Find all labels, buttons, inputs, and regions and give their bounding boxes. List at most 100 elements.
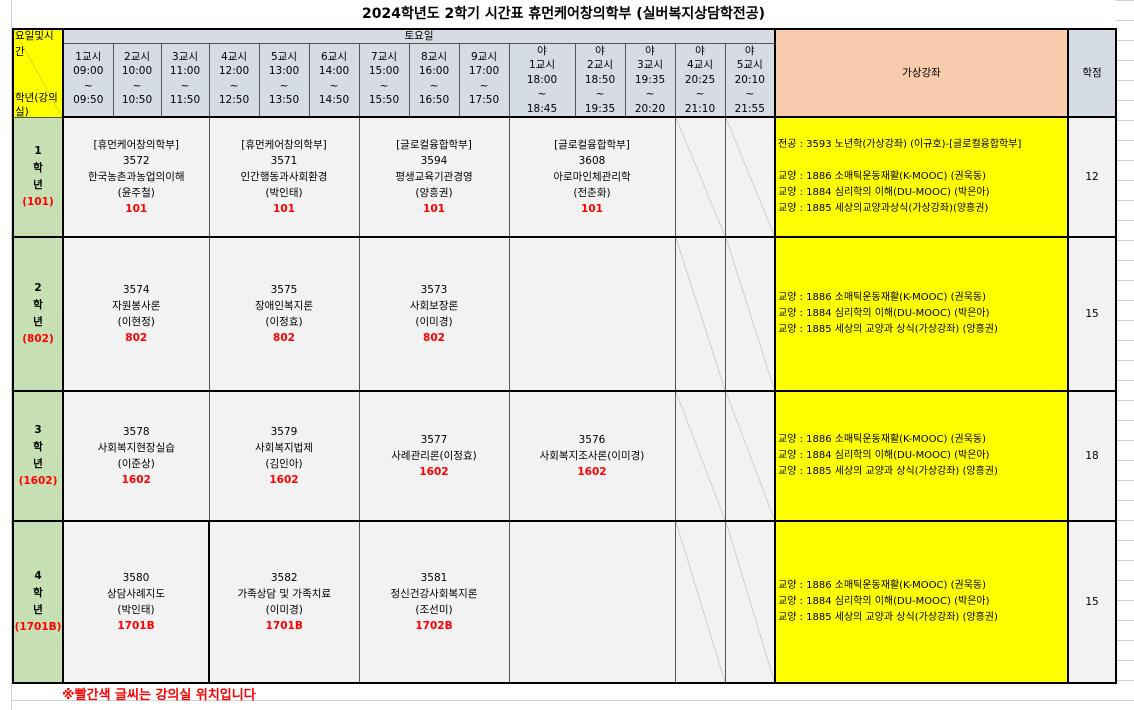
grade-label-cell[interactable]: 3 학 년 (1602) <box>12 390 64 522</box>
period-start[interactable]: 11:00 <box>169 65 201 77</box>
grade-char[interactable]: 학 <box>33 441 43 453</box>
period-tilde[interactable]: ~ <box>645 88 655 100</box>
course-cell[interactable]: 3576 사회복지조사론(이미경) 1602 <box>508 390 676 522</box>
course-name[interactable]: 사례관리론(이정효) <box>391 450 477 462</box>
period-end[interactable]: 09:50 <box>73 94 104 106</box>
course-room[interactable]: 1602 <box>121 474 151 486</box>
grade-room[interactable]: (802) <box>22 333 54 345</box>
period-start[interactable]: 16:00 <box>418 65 450 77</box>
period-header-13[interactable]: 야 4교시 20:25 ~21:10 <box>674 42 726 118</box>
period-tilde[interactable]: ~ <box>537 88 547 100</box>
credits-cell[interactable]: 15 <box>1067 520 1117 684</box>
virtual-course[interactable]: 교양 : 1886 소매틱운동재활(K-MOOC) (권욱동) <box>778 580 987 591</box>
period-header-9[interactable]: 9교시 17:00 ~17:50 <box>458 42 510 118</box>
course-cell[interactable]: [글로컬융합학부] 3608 아로마인체관리학 (전춘화) 101 <box>508 116 676 238</box>
course-professor[interactable]: (양흥권) <box>415 187 453 199</box>
course-room[interactable]: 101 <box>273 203 295 215</box>
period-tilde[interactable]: ~ <box>180 79 190 92</box>
course-room[interactable]: 802 <box>423 332 445 344</box>
course-cell[interactable]: 3581 정신건강사회복지론 (조선미) 1702B <box>358 520 510 684</box>
period-start[interactable]: 20:10 <box>734 73 765 86</box>
period-label[interactable]: 3교시 <box>636 59 663 71</box>
course-room[interactable]: 1701B <box>265 620 303 632</box>
course-code[interactable]: 3594 <box>420 155 448 167</box>
period-end[interactable]: 21:10 <box>684 102 716 115</box>
period-header-2[interactable]: 2교시 10:00 ~10:50 <box>112 42 162 118</box>
virtual-course-cell[interactable]: 교양 : 1886 소매틱운동재활(K-MOOC) (권욱동) 교양 : 1884… <box>774 236 1069 392</box>
virtual-course[interactable]: 교양 : 1886 소매틱운동재활(K-MOOC) (권욱동) <box>778 171 987 182</box>
period-start[interactable]: 10:00 <box>121 65 153 77</box>
period-tilde[interactable]: ~ <box>132 79 142 92</box>
course-professor[interactable]: (이미경) <box>265 604 303 616</box>
period-end[interactable]: 12:50 <box>218 94 250 106</box>
grade-char[interactable]: 학 <box>33 587 43 599</box>
period-tilde[interactable]: ~ <box>429 79 439 92</box>
course-code[interactable]: 3576 <box>578 434 606 446</box>
course-cell[interactable]: 3579 사회복지법제 (김인아) 1602 <box>208 390 360 522</box>
period-header-8[interactable]: 8교시 16:00 ~16:50 <box>408 42 460 118</box>
virtual-course-cell[interactable]: 교양 : 1886 소매틱운동재활(K-MOOC) (권욱동) 교양 : 1884… <box>774 390 1069 522</box>
course-room[interactable]: 802 <box>273 332 295 344</box>
period-tilde[interactable]: ~ <box>329 79 339 92</box>
credits-cell[interactable]: 12 <box>1067 116 1117 238</box>
period-tilde[interactable]: ~ <box>595 88 605 100</box>
virtual-course[interactable]: 교양 : 1884 심리학의 이해(DU-MOOC) (박은아) <box>778 596 990 607</box>
period-header-5[interactable]: 5교시 13:00 ~13:50 <box>258 42 310 118</box>
grade-char[interactable]: 년 <box>33 604 43 616</box>
period-label[interactable]: 2교시 <box>586 59 613 71</box>
course-cell[interactable]: 3577 사례관리론(이정효) 1602 <box>358 390 510 522</box>
period-end[interactable]: 16:50 <box>418 94 450 106</box>
period-label[interactable]: 5교시 <box>270 50 297 63</box>
period-label[interactable]: 2교시 <box>123 50 150 63</box>
period-end[interactable]: 13:50 <box>268 94 300 106</box>
period-header-10[interactable]: 야 1교시 18:00 ~18:45 <box>508 42 576 118</box>
period-start[interactable]: 09:00 <box>73 65 104 77</box>
period-label[interactable]: 3교시 <box>171 50 198 63</box>
course-room[interactable]: 101 <box>423 203 445 215</box>
course-professor[interactable]: (윤주철) <box>117 187 155 199</box>
course-name[interactable]: 사회보장론 <box>409 300 459 312</box>
virtual-course[interactable]: 교양 : 1885 세상의 교양과 상식(가상강좌) (양흥권) <box>778 324 998 335</box>
period-end[interactable]: 10:50 <box>121 94 153 106</box>
course-name[interactable]: 인간행동과사회환경 <box>240 171 328 183</box>
period-header-6[interactable]: 6교시 14:00 ~14:50 <box>308 42 360 118</box>
grade-room[interactable]: (1701B) <box>14 621 62 633</box>
course-code[interactable]: 3579 <box>270 426 298 438</box>
grade-room[interactable]: (1602) <box>18 475 58 487</box>
virtual-course[interactable]: 교양 : 1885 세상의교양과상식(가상강좌)(양흥권) <box>778 203 989 214</box>
period-header-14[interactable]: 야 5교시 20:10 ~21:55 <box>724 42 776 118</box>
period-prefix[interactable]: 야 <box>695 44 705 57</box>
credits-cell[interactable]: 18 <box>1067 390 1117 522</box>
grade-number[interactable]: 1 <box>34 144 42 157</box>
period-end[interactable]: 18:45 <box>526 102 558 115</box>
period-start[interactable]: 19:35 <box>634 73 666 86</box>
period-prefix[interactable]: 야 <box>537 44 547 57</box>
period-prefix[interactable]: 야 <box>595 44 605 57</box>
course-professor[interactable]: (박인태) <box>265 187 303 199</box>
course-cell[interactable]: 3575 장애인복지론 (이정효) 802 <box>208 236 360 392</box>
virtual-course-cell[interactable]: 전공 : 3593 노년학(가상강좌) (이규호)-[글로컬융합학부] 교양 : … <box>774 116 1069 238</box>
period-label[interactable]: 1교시 <box>528 59 555 71</box>
period-tilde[interactable]: ~ <box>83 79 93 92</box>
period-start[interactable]: 14:00 <box>318 65 350 77</box>
virtual-course-header[interactable]: 가상강좌 <box>774 28 1069 118</box>
grade-number[interactable]: 2 <box>34 282 42 294</box>
grade-label-cell[interactable]: 1 학 년 (101) <box>12 116 64 238</box>
course-code[interactable]: 3581 <box>420 572 448 584</box>
course-professor[interactable]: (이미경) <box>415 316 453 328</box>
course-code[interactable]: 3571 <box>270 155 298 167</box>
course-code[interactable]: 3573 <box>420 284 448 296</box>
period-prefix[interactable]: 야 <box>744 44 755 57</box>
course-room[interactable]: 101 <box>581 203 603 215</box>
virtual-course[interactable]: 교양 : 1884 심리학의 이해(DU-MOOC) (박은아) <box>778 450 990 461</box>
course-cell[interactable]: [글로컬융합학부] 3594 평생교육기관경영 (양흥권) 101 <box>358 116 510 238</box>
course-cell[interactable]: [휴먼케어창의학부] 3572 한국농촌과농업의이해 (윤주철) 101 <box>62 116 210 238</box>
period-start[interactable]: 12:00 <box>218 65 250 77</box>
period-tilde[interactable]: ~ <box>479 79 489 92</box>
corner-header-cell[interactable]: 요일및시간 학년(강의실) <box>12 28 64 118</box>
period-label[interactable]: 4교시 <box>220 50 247 63</box>
course-name[interactable]: 한국농촌과농업의이해 <box>87 171 185 183</box>
grade-char[interactable]: 학 <box>33 299 43 311</box>
credits-header[interactable]: 학점 <box>1067 28 1117 118</box>
course-code[interactable]: 3608 <box>578 155 606 167</box>
